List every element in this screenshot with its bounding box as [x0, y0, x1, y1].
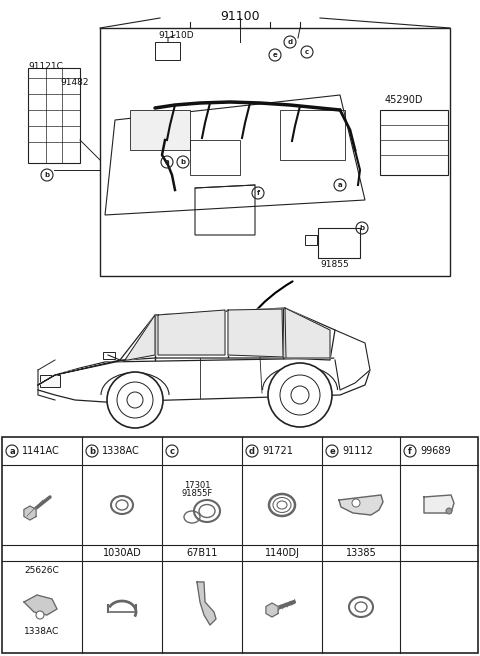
Bar	[318, 228, 360, 258]
Text: 17301: 17301	[184, 481, 210, 490]
Text: 91112: 91112	[342, 446, 373, 456]
Bar	[280, 110, 345, 160]
Text: f: f	[256, 190, 260, 196]
Polygon shape	[285, 308, 330, 358]
Text: 91721: 91721	[262, 446, 293, 456]
Text: a: a	[9, 447, 15, 455]
Text: 1030AD: 1030AD	[103, 548, 142, 558]
Bar	[40, 375, 60, 387]
Text: a: a	[338, 182, 342, 188]
Polygon shape	[38, 360, 125, 385]
Text: 1338AC: 1338AC	[102, 446, 140, 456]
Text: 1338AC: 1338AC	[24, 627, 60, 636]
Polygon shape	[158, 310, 225, 355]
Text: e: e	[329, 447, 335, 455]
Polygon shape	[266, 603, 278, 617]
Polygon shape	[24, 595, 57, 615]
Bar	[28, 68, 80, 163]
Bar	[305, 235, 317, 245]
Text: 45290D: 45290D	[385, 95, 423, 105]
Text: f: f	[408, 447, 412, 455]
Polygon shape	[228, 309, 283, 357]
Text: 91855: 91855	[320, 260, 349, 269]
Circle shape	[36, 611, 44, 619]
Text: e: e	[273, 52, 277, 58]
Text: c: c	[305, 49, 309, 55]
Bar	[380, 110, 448, 175]
Polygon shape	[125, 315, 155, 360]
Text: b: b	[360, 225, 365, 231]
Polygon shape	[38, 358, 370, 402]
Text: 91482: 91482	[60, 78, 88, 87]
Text: d: d	[288, 39, 293, 45]
Bar	[130, 110, 190, 150]
Circle shape	[107, 372, 163, 428]
Text: b: b	[89, 447, 95, 455]
Text: 1140DJ: 1140DJ	[264, 548, 300, 558]
Text: 13385: 13385	[346, 548, 376, 558]
Bar	[103, 352, 115, 359]
Circle shape	[268, 363, 332, 427]
Polygon shape	[339, 495, 383, 515]
Text: 67B11: 67B11	[186, 548, 218, 558]
Text: a: a	[165, 159, 169, 165]
Text: b: b	[45, 172, 49, 178]
Polygon shape	[24, 506, 36, 520]
Text: 1141AC: 1141AC	[22, 446, 60, 456]
Bar	[190, 140, 240, 175]
Text: b: b	[180, 159, 186, 165]
Text: c: c	[169, 447, 175, 455]
Bar	[155, 42, 180, 60]
Bar	[100, 28, 450, 276]
Polygon shape	[120, 308, 335, 360]
Bar	[2, 437, 478, 653]
Circle shape	[446, 508, 452, 514]
Text: 25626C: 25626C	[24, 566, 60, 575]
Polygon shape	[197, 582, 216, 625]
Polygon shape	[335, 330, 370, 390]
Text: 91121C: 91121C	[28, 62, 63, 71]
Text: 91855F: 91855F	[181, 489, 213, 498]
Polygon shape	[424, 495, 454, 513]
Text: 99689: 99689	[420, 446, 451, 456]
Text: 91110D: 91110D	[158, 31, 193, 40]
Circle shape	[352, 499, 360, 507]
Text: d: d	[249, 447, 255, 455]
Text: 91100: 91100	[220, 10, 260, 23]
